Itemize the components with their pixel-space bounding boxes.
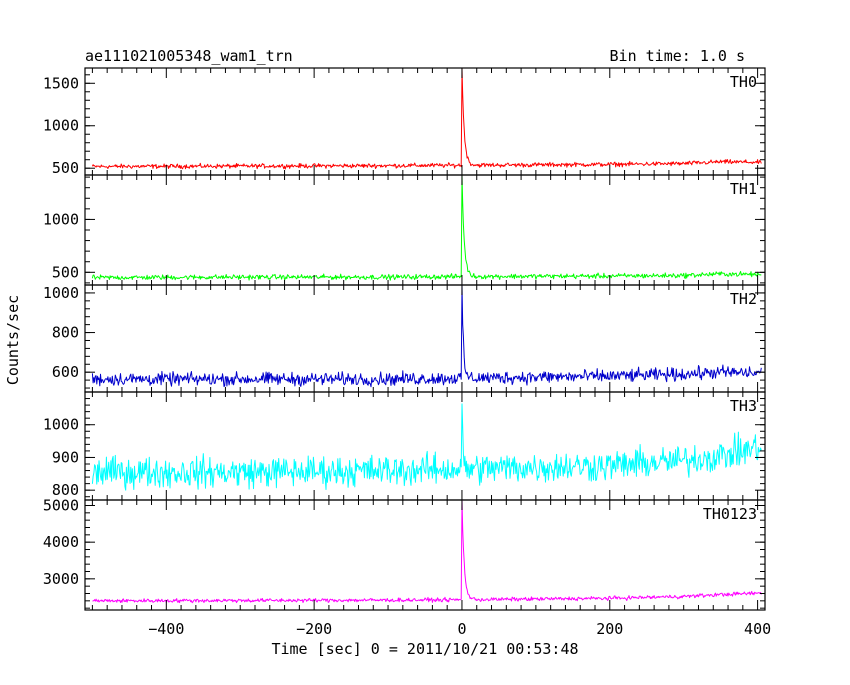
panel-th1-y-tick-label: 500: [52, 263, 79, 281]
x-tick-label: 0: [457, 620, 466, 638]
panel-th2-label: TH2: [730, 290, 757, 308]
axis-ticks: [85, 68, 765, 610]
panel-th0-frame: [84, 67, 766, 176]
panel-th0-y-tick-label: 1000: [43, 117, 79, 135]
chart-title: ae111021005348_wam1_trn: [85, 47, 293, 65]
panel-frames: [84, 67, 766, 611]
panel-th0123-y-tick-label: 3000: [43, 570, 79, 588]
panel-th0123-y-tick-label: 4000: [43, 533, 79, 551]
panel-th3-y-tick-label: 900: [52, 448, 79, 466]
panel-th3-label: TH3: [730, 397, 757, 415]
x-tick-label: −400: [148, 620, 184, 638]
panel-th0-y-tick-label: 1500: [43, 74, 79, 92]
x-tick-label: −200: [296, 620, 332, 638]
series-th1-line: [91, 175, 762, 281]
panel-th3-y-tick-label: 1000: [43, 416, 79, 434]
panel-th0-label: TH0: [730, 73, 757, 91]
x-axis-label: Time [sec] 0 = 2011/10/21 00:53:48: [271, 640, 578, 658]
panel-th2-y-tick-label: 1000: [43, 284, 79, 302]
axis-labels: TH0 500 1000 1500 TH1 500 1000 TH2 600 800 1000 TH3…: [43, 73, 771, 638]
panel-th0123-y-tick-label: 5000: [43, 497, 79, 515]
panel-th1-frame: [84, 174, 766, 286]
y-axis-label: Counts/sec: [4, 295, 22, 385]
x-tick-label: 400: [744, 620, 771, 638]
panel-th3-frame: [84, 391, 766, 501]
panel-th1-label: TH1: [730, 180, 757, 198]
series-th0123-line: [92, 499, 762, 604]
panel-th3-y-tick-label: 800: [52, 481, 79, 499]
series-th0-line: [91, 68, 762, 170]
bin-time-label: Bin time: 1.0 s: [610, 47, 745, 65]
series-th2-line: [91, 284, 762, 388]
panel-th1-y-tick-label: 1000: [43, 210, 79, 228]
panel-th0123-label: TH0123: [703, 505, 757, 523]
data-curves: [91, 68, 762, 604]
panel-th2-y-tick-label: 600: [52, 363, 79, 381]
panel-th2-y-tick-label: 800: [52, 324, 79, 342]
series-th3-line: [91, 403, 762, 491]
panel-th0123-frame: [84, 499, 766, 611]
panel-th0-y-tick-label: 500: [52, 159, 79, 177]
x-tick-label: 200: [596, 620, 623, 638]
